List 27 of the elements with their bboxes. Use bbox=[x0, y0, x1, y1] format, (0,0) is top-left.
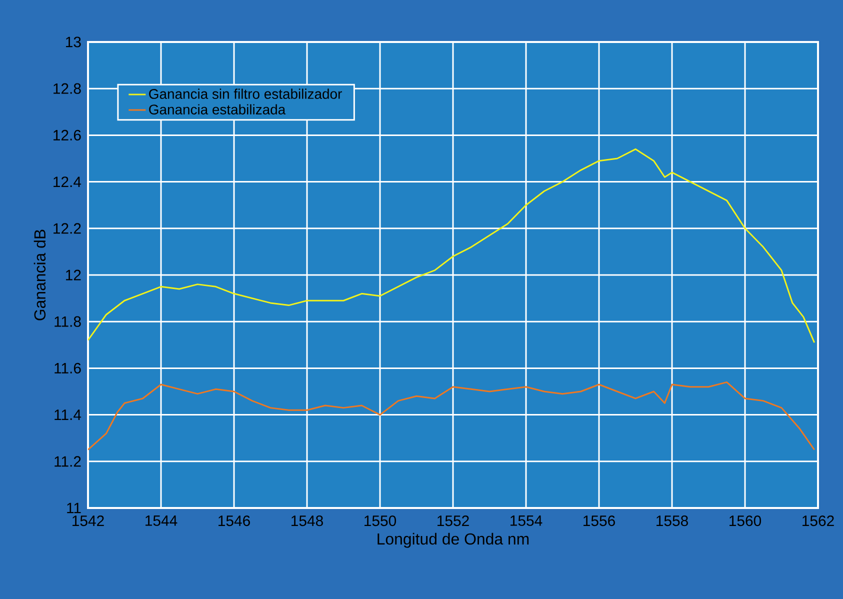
x-axis-title: Longitud de Onda nm bbox=[378, 532, 529, 548]
y-tick-label: 11.6 bbox=[54, 362, 81, 374]
x-tick-label: 1554 bbox=[510, 516, 542, 526]
y-tick-label: 12 bbox=[66, 270, 81, 280]
x-tick-label: 1556 bbox=[584, 516, 615, 526]
x-tick-label: 1548 bbox=[292, 516, 323, 526]
line-series bbox=[88, 381, 816, 450]
y-tick-label: 12.2 bbox=[54, 223, 81, 234]
x-tick-label: 1562 bbox=[802, 516, 834, 526]
y-tick-label: 11 bbox=[67, 502, 81, 514]
x-tick-label: 1558 bbox=[656, 516, 688, 526]
y-tick-label: 12.8 bbox=[54, 83, 81, 94]
y-axis-title: Ganancia dB bbox=[34, 230, 46, 320]
y-tick-label: 13 bbox=[66, 36, 81, 48]
x-tick-label: 1552 bbox=[438, 516, 469, 526]
x-tick-label: 1544 bbox=[146, 516, 178, 526]
x-tick-label: 1550 bbox=[364, 516, 396, 526]
legend-label: Ganancia sin filtro estabilizador bbox=[149, 88, 342, 99]
legend-label: Ganancia estabilizada bbox=[149, 104, 286, 114]
y-tick-label: 12.4 bbox=[54, 176, 82, 188]
y-tick-label: 11.2 bbox=[54, 456, 81, 467]
y-tick-label: 11.8 bbox=[54, 316, 81, 327]
x-tick-label: 1560 bbox=[730, 516, 762, 526]
y-tick-label: 12.6 bbox=[54, 130, 81, 140]
y-tick-label: 11.4 bbox=[54, 410, 82, 420]
x-tick-label: 1542 bbox=[72, 516, 104, 526]
x-tick-label: 1546 bbox=[218, 516, 250, 526]
